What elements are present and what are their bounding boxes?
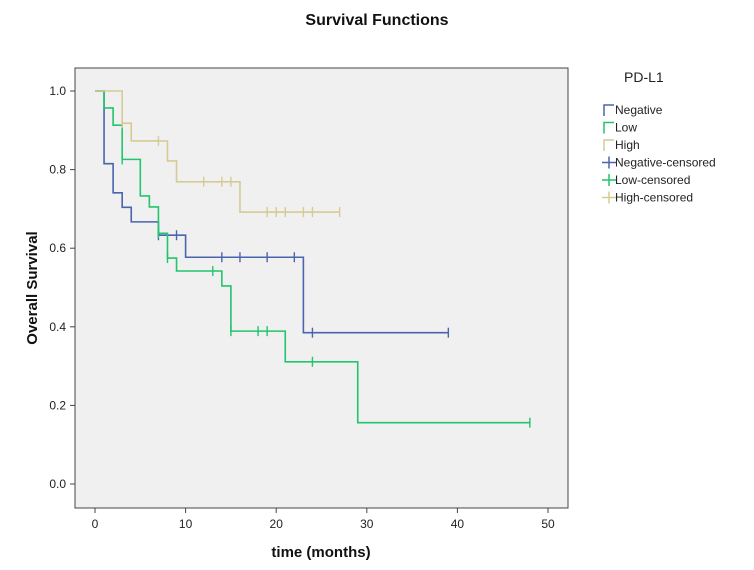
x-tick-label: 30 [360, 517, 374, 531]
legend: PD-L1 Negative Low High Negative-censored Lo… [602, 69, 716, 205]
legend-entry: Low [615, 121, 637, 135]
legend-entry: Low-censored [615, 173, 690, 187]
y-tick-label: 0.0 [49, 477, 66, 491]
y-axis-label: Overall Survival [24, 231, 41, 344]
y-tick-label: 1.0 [49, 84, 66, 98]
y-tick-label: 0.6 [49, 241, 66, 255]
legend-entry: High [615, 138, 640, 152]
x-axis-label: time (months) [271, 544, 370, 561]
y-tick-label: 0.8 [49, 163, 66, 177]
y-tick-label: 0.2 [49, 398, 66, 412]
x-tick-label: 20 [270, 517, 284, 531]
x-tick-label: 50 [541, 517, 555, 531]
survival-line-negative [95, 90, 449, 334]
chart-title: Survival Functions [305, 12, 448, 29]
legend-entry: Negative [615, 103, 663, 117]
x-tick-label: 10 [179, 517, 193, 531]
legend-entry: Negative-censored [615, 156, 716, 170]
x-tick-label: 40 [451, 517, 465, 531]
plot-area [74, 67, 569, 509]
legend-swatch [603, 139, 614, 151]
x-tick-label: 0 [92, 517, 99, 531]
legend-entry: High-censored [615, 191, 693, 205]
survival-line-low [95, 90, 530, 424]
y-tick-label: 0.4 [49, 320, 66, 334]
legend-swatch [603, 104, 614, 116]
survival-line-high [95, 90, 340, 213]
legend-swatch [603, 121, 614, 134]
legend-title: PD-L1 [624, 69, 664, 85]
